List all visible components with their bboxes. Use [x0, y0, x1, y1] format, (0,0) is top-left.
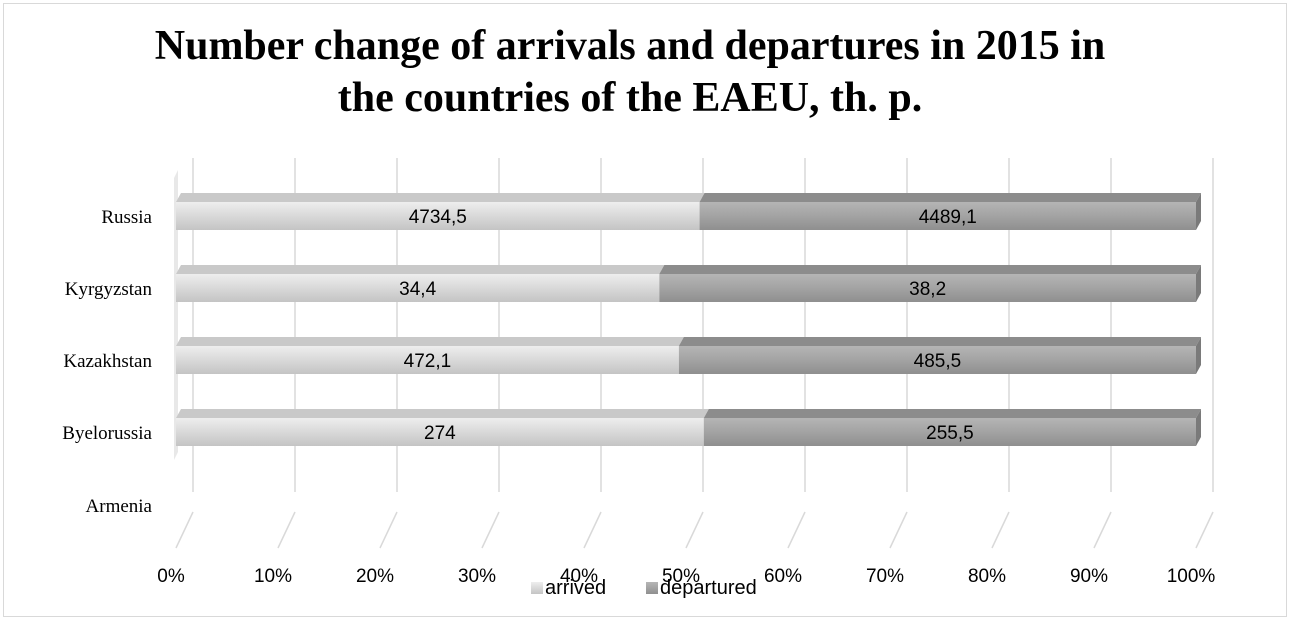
bar-arrived-byelorussia	[176, 418, 704, 446]
data-label-departured-russia: 4489,1	[919, 207, 977, 228]
bar-top-departured-kyrgyzstan	[659, 265, 1201, 274]
bar-top-departured-kazakhstan	[678, 337, 1201, 346]
gridline-floor	[889, 511, 908, 549]
category-label-armenia: Armenia	[86, 496, 153, 517]
bar-top-arrived-kazakhstan	[176, 337, 684, 346]
chart-title: Number change of arrivals and departures…	[0, 20, 1260, 124]
legend-swatch-departured	[646, 582, 658, 594]
gridline-floor	[1093, 511, 1112, 549]
legend-label-arrived: arrived	[545, 577, 606, 599]
x-tick-label-40-: 40%	[560, 566, 598, 587]
data-label-arrived-kazakhstan: 472,1	[404, 351, 452, 372]
bar-side-departured-kyrgyzstan	[1196, 265, 1201, 302]
bar-departured-byelorussia	[703, 418, 1196, 446]
x-tick-label-10-: 10%	[254, 566, 292, 587]
bar-top-departured-russia	[699, 193, 1201, 202]
x-tick-label-100-: 100%	[1167, 566, 1216, 587]
x-tick-label-60-: 60%	[764, 566, 802, 587]
left-wall	[174, 170, 178, 460]
data-label-arrived-byelorussia: 274	[424, 423, 456, 444]
gridline-floor	[1195, 511, 1214, 549]
bar-arrived-kyrgyzstan	[176, 274, 660, 302]
bar-top-arrived-russia	[176, 193, 705, 202]
gridline-floor	[277, 511, 296, 549]
category-label-byelorussia: Byelorussia	[62, 423, 152, 444]
bar-side-departured-russia	[1196, 193, 1201, 230]
x-tick-label-0-: 0%	[157, 566, 185, 587]
gridline-floor	[481, 511, 500, 549]
chart-frame	[3, 3, 1287, 617]
x-tick-label-30-: 30%	[458, 566, 496, 587]
chart-title-line-2: the countries of the EAEU, th. p.	[337, 75, 923, 121]
legend-label-departured: departured	[660, 577, 757, 599]
gridline-floor	[991, 511, 1010, 549]
gridline-floor	[787, 511, 806, 549]
bar-side-departured-byelorussia	[1196, 409, 1201, 446]
bar-top-departured-byelorussia	[703, 409, 1201, 418]
x-tick-label-20-: 20%	[356, 566, 394, 587]
bar-side-departured-kazakhstan	[1196, 337, 1201, 374]
data-label-departured-kyrgyzstan: 38,2	[909, 279, 946, 300]
chart-title-line-1: Number change of arrivals and departures…	[154, 23, 1106, 69]
bar-top-arrived-byelorussia	[176, 409, 709, 418]
category-label-kazakhstan: Kazakhstan	[63, 351, 152, 372]
x-tick-label-50-: 50%	[662, 566, 700, 587]
bar-arrived-kazakhstan	[176, 346, 679, 374]
data-label-arrived-russia: 4734,5	[409, 207, 467, 228]
gridline-floor	[685, 511, 704, 549]
gridline-floor	[175, 511, 194, 549]
bar-departured-kyrgyzstan	[659, 274, 1196, 302]
bar-departured-kazakhstan	[678, 346, 1196, 374]
bar-arrived-russia	[176, 202, 700, 230]
bar-top-arrived-kyrgyzstan	[176, 265, 665, 274]
gridline-floor	[583, 511, 602, 549]
data-label-arrived-kyrgyzstan: 34,4	[399, 279, 436, 300]
bar-departured-russia	[699, 202, 1196, 230]
legend-swatch-arrived	[531, 582, 543, 594]
gridline-floor	[379, 511, 398, 549]
category-label-russia: Russia	[101, 207, 152, 228]
data-label-departured-byelorussia: 255,5	[926, 423, 974, 444]
x-tick-label-80-: 80%	[968, 566, 1006, 587]
category-label-kyrgyzstan: Kyrgyzstan	[65, 279, 153, 300]
x-tick-label-70-: 70%	[866, 566, 904, 587]
data-label-departured-kazakhstan: 485,5	[914, 351, 962, 372]
x-tick-label-90-: 90%	[1070, 566, 1108, 587]
